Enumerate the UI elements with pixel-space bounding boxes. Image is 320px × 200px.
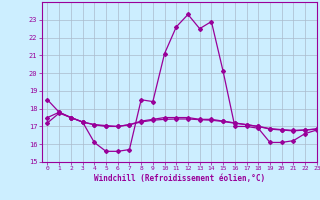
X-axis label: Windchill (Refroidissement éolien,°C): Windchill (Refroidissement éolien,°C) [94,174,265,183]
